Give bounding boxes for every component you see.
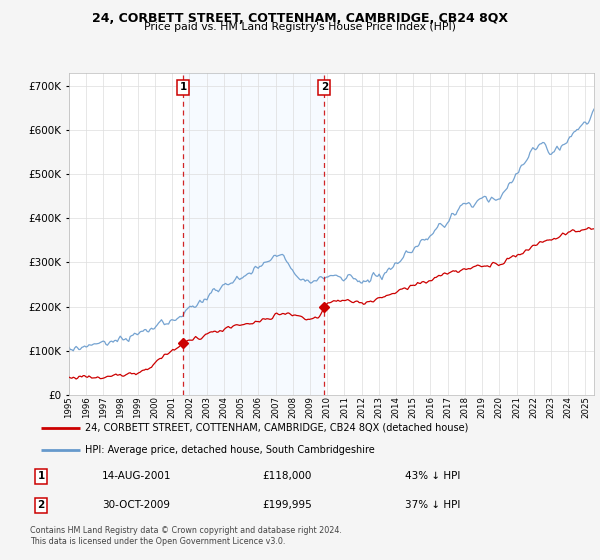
Text: Price paid vs. HM Land Registry's House Price Index (HPI): Price paid vs. HM Land Registry's House … xyxy=(144,22,456,32)
Text: 24, CORBETT STREET, COTTENHAM, CAMBRIDGE, CB24 8QX: 24, CORBETT STREET, COTTENHAM, CAMBRIDGE… xyxy=(92,12,508,25)
Text: 30-OCT-2009: 30-OCT-2009 xyxy=(102,501,170,511)
Text: 37% ↓ HPI: 37% ↓ HPI xyxy=(406,501,461,511)
Text: 1: 1 xyxy=(37,472,44,482)
Bar xyxy=(183,73,324,395)
Text: 43% ↓ HPI: 43% ↓ HPI xyxy=(406,472,461,482)
Text: HPI: Average price, detached house, South Cambridgeshire: HPI: Average price, detached house, Sout… xyxy=(85,445,375,455)
Text: 2: 2 xyxy=(37,501,44,511)
Text: 24, CORBETT STREET, COTTENHAM, CAMBRIDGE, CB24 8QX (detached house): 24, CORBETT STREET, COTTENHAM, CAMBRIDGE… xyxy=(85,423,469,433)
Text: £118,000: £118,000 xyxy=(262,472,311,482)
Text: 2: 2 xyxy=(320,82,328,92)
Text: Contains HM Land Registry data © Crown copyright and database right 2024.
This d: Contains HM Land Registry data © Crown c… xyxy=(30,526,342,546)
Text: 14-AUG-2001: 14-AUG-2001 xyxy=(102,472,171,482)
Text: 1: 1 xyxy=(179,82,187,92)
Text: £199,995: £199,995 xyxy=(262,501,311,511)
